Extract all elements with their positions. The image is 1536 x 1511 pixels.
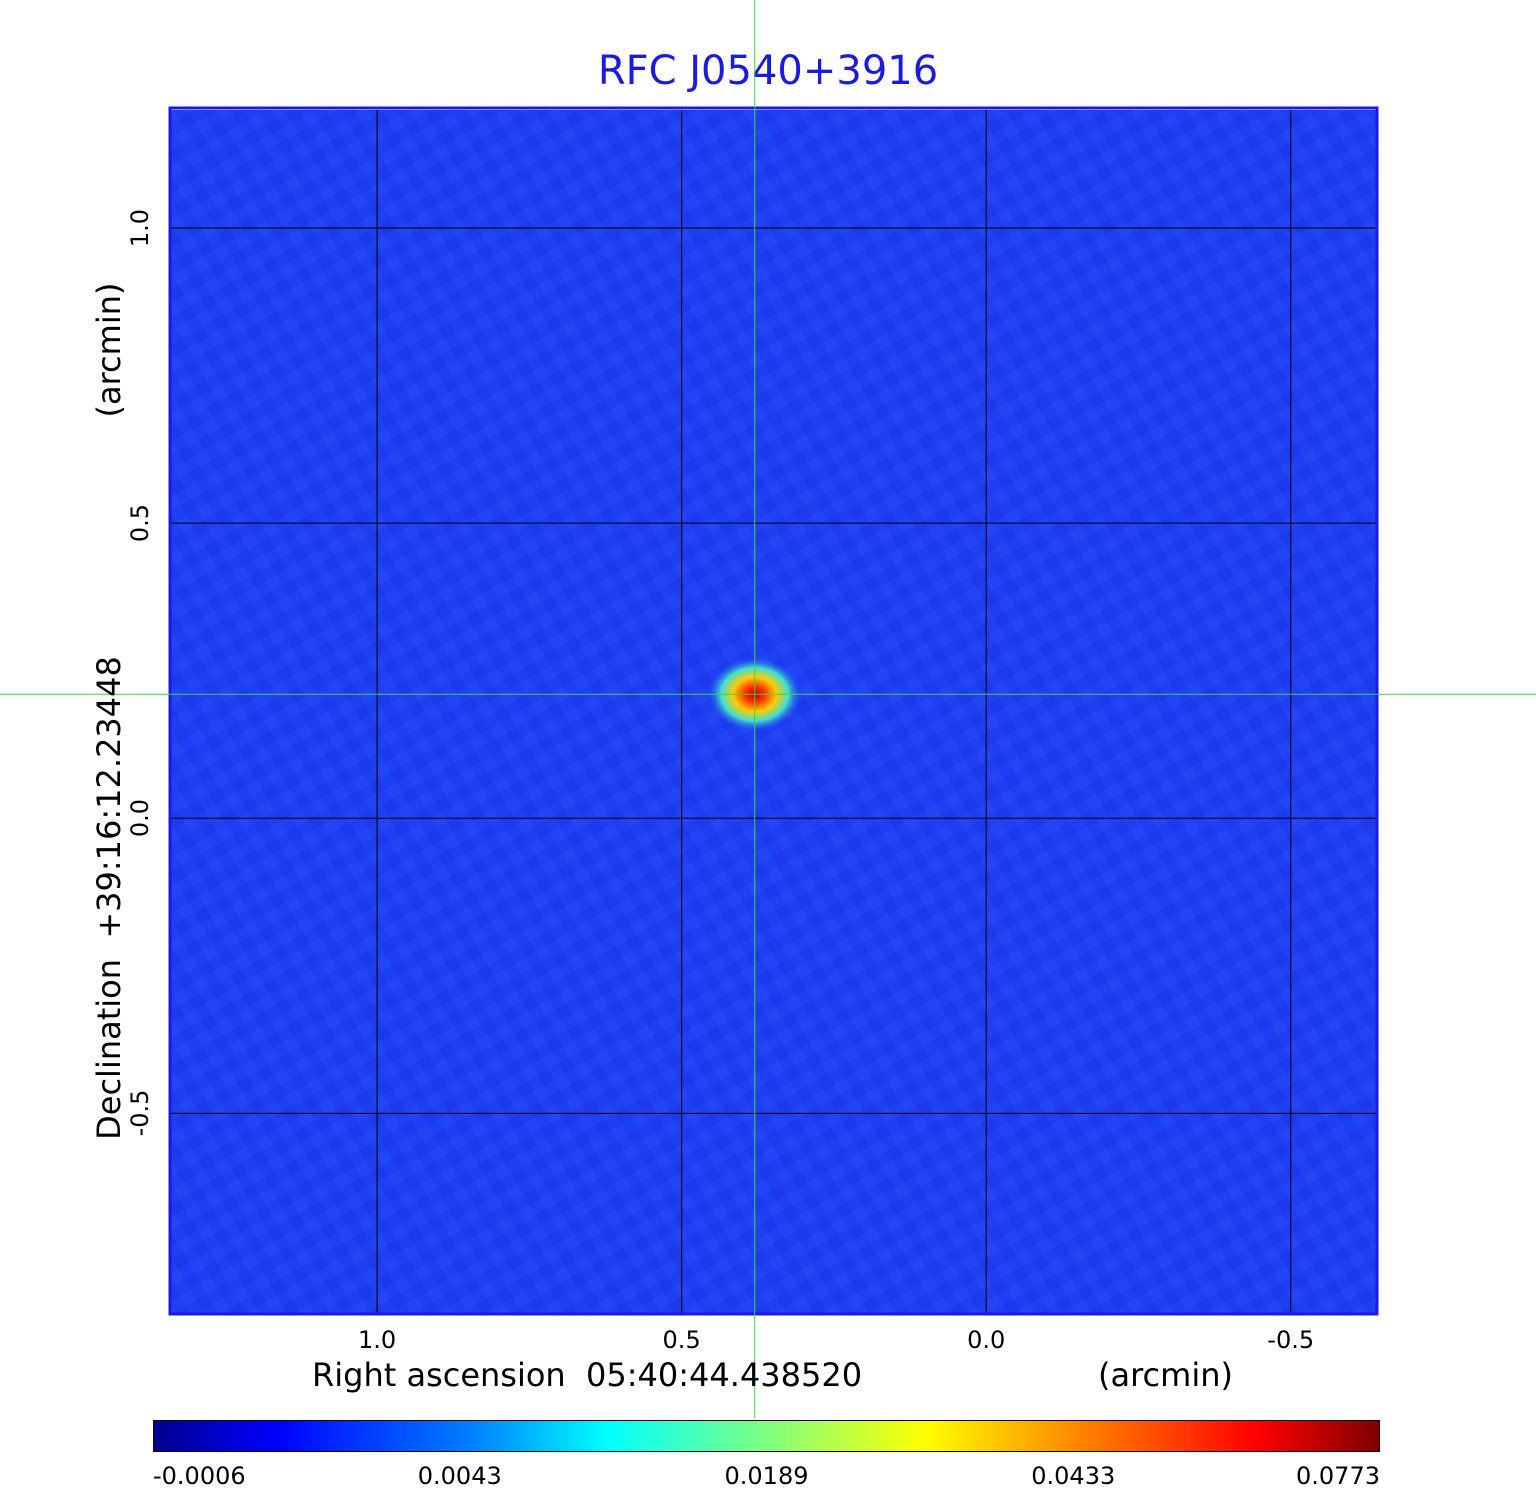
colorbar-tick-label: 0.0043 xyxy=(417,1462,502,1490)
colorbar-tick-label: -0.0006 xyxy=(153,1462,246,1490)
x-tick-label: -0.5 xyxy=(1267,1326,1315,1354)
y-tick-label: 0.5 xyxy=(126,504,154,543)
y-tick-label: -0.5 xyxy=(126,1089,154,1137)
x-tick-label: 1.0 xyxy=(357,1326,397,1354)
colorbar xyxy=(153,1420,1380,1452)
colorbar-tick-label: 0.0189 xyxy=(724,1462,809,1490)
x-axis-label: Right ascension 05:40:44.438520 xyxy=(312,1356,863,1394)
x-axis-unit: (arcmin) xyxy=(1098,1356,1233,1394)
x-tick-label: 0.0 xyxy=(967,1326,1006,1354)
grid-lines xyxy=(170,110,1376,1314)
x-tick-label: 0.5 xyxy=(662,1326,701,1354)
y-tick-label: 0.0 xyxy=(126,799,154,838)
y-axis-unit: (arcmin) xyxy=(90,282,128,418)
plot-frame xyxy=(168,106,1379,1316)
colorbar-tick-label: 0.0773 xyxy=(1296,1462,1380,1490)
y-axis-label: Declination +39:16:12.23448 xyxy=(90,656,128,1140)
colorbar-tick-label: 0.0433 xyxy=(1031,1462,1116,1490)
y-tick-label: 1.0 xyxy=(126,208,154,248)
chart-title: RFC J0540+3916 xyxy=(597,48,939,94)
